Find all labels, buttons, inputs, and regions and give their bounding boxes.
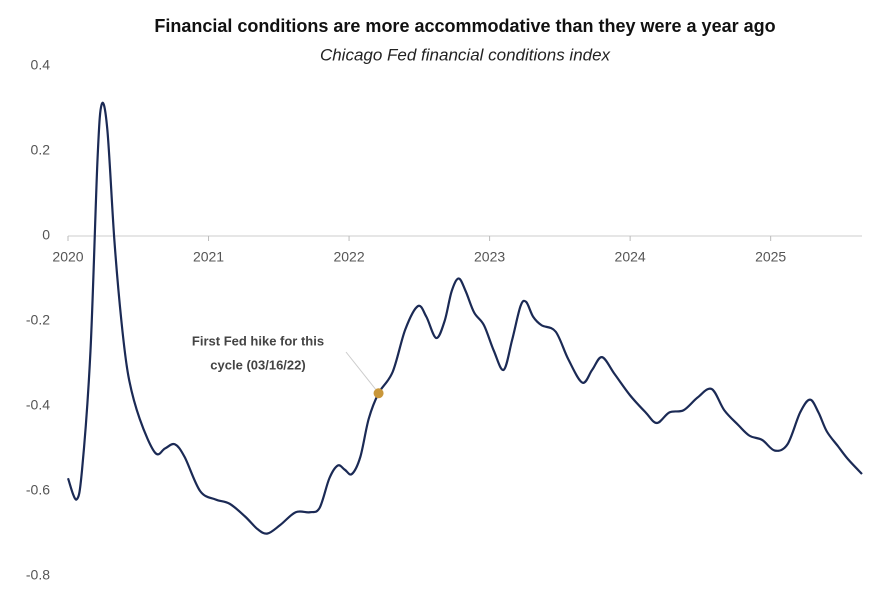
y-tick-label: 0.4 [31,57,51,73]
annotation-leader [345,351,376,390]
y-tick-label: -0.6 [26,482,50,498]
y-tick-label: 0.2 [31,142,51,158]
y-tick-label: 0 [42,227,50,243]
y-tick-label: -0.4 [26,397,50,413]
annotation-text: cycle (03/16/22) [210,357,305,372]
chart-subtitle: Chicago Fed financial conditions index [320,45,611,64]
x-tick-label: 2020 [52,249,83,265]
y-tick-label: -0.8 [26,567,50,583]
x-tick-label: 2025 [755,249,786,265]
line-series [66,101,863,535]
x-tick-label: 2021 [193,249,224,265]
x-tick-label: 2023 [474,249,505,265]
y-tick-label: -0.2 [26,312,50,328]
annotation-text: First Fed hike for this [192,333,324,348]
chart-title: Financial conditions are more accommodat… [154,16,775,36]
x-tick-label: 2024 [615,249,646,265]
annotation-point [373,388,384,399]
x-tick-label: 2022 [333,249,364,265]
